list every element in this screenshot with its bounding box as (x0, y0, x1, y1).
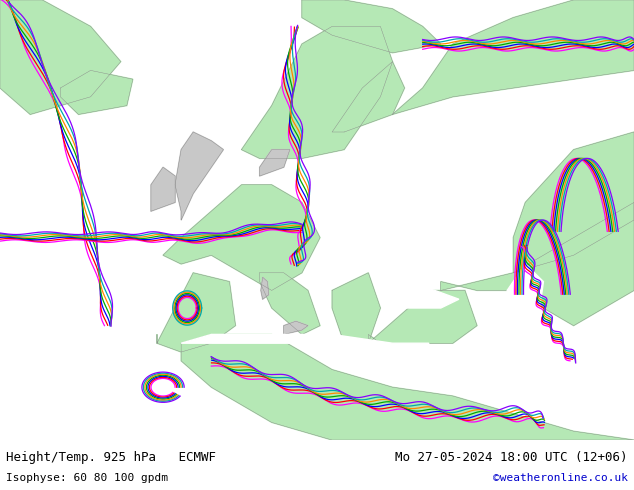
Polygon shape (0, 0, 120, 114)
Polygon shape (284, 321, 308, 334)
Text: Mo 27-05-2024 18:00 UTC (12+06): Mo 27-05-2024 18:00 UTC (12+06) (395, 451, 628, 464)
Polygon shape (151, 167, 175, 211)
Polygon shape (60, 71, 133, 114)
Polygon shape (242, 26, 392, 158)
Polygon shape (392, 0, 634, 114)
Polygon shape (380, 282, 459, 308)
Polygon shape (261, 277, 269, 299)
Polygon shape (368, 291, 477, 343)
Polygon shape (302, 0, 441, 53)
Polygon shape (441, 202, 634, 326)
Polygon shape (163, 185, 320, 291)
Polygon shape (181, 334, 634, 440)
Polygon shape (260, 273, 320, 334)
Text: Isophyse: 60 80 100 gpdm: Isophyse: 60 80 100 gpdm (6, 472, 169, 483)
Text: ©weatheronline.co.uk: ©weatheronline.co.uk (493, 472, 628, 483)
Polygon shape (507, 264, 543, 334)
Polygon shape (175, 132, 223, 220)
Polygon shape (260, 149, 290, 176)
Polygon shape (332, 273, 380, 343)
Polygon shape (514, 132, 634, 273)
Text: Height/Temp. 925 hPa   ECMWF: Height/Temp. 925 hPa ECMWF (6, 451, 216, 464)
Polygon shape (157, 273, 235, 352)
Polygon shape (332, 62, 404, 132)
Polygon shape (181, 334, 429, 361)
